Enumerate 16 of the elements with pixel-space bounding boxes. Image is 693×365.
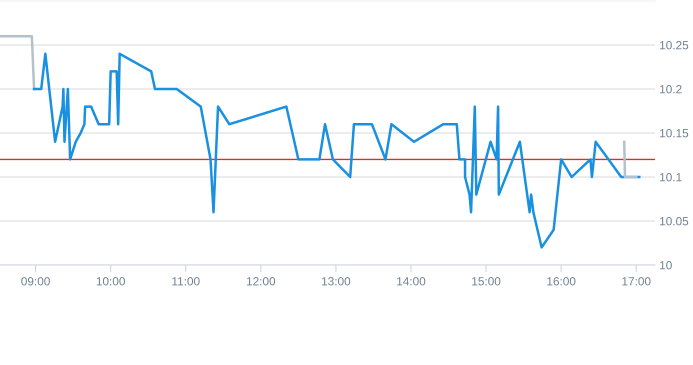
- x-tick-label: 14:00: [397, 277, 426, 286]
- x-tick-label: 13:00: [322, 277, 350, 286]
- x-tick-label: 09:00: [21, 277, 50, 286]
- x-tick-label: 15:00: [472, 277, 500, 286]
- y-tick-label: 10.05: [660, 217, 688, 226]
- y-tick-label: 10: [660, 261, 672, 270]
- y-tick-label: 10.2: [660, 85, 682, 94]
- x-tick-label: 11:00: [172, 277, 200, 286]
- line-series: [32, 52, 640, 249]
- x-tick-label: 12:00: [246, 277, 276, 286]
- y-tick-label: 10.25: [660, 41, 688, 50]
- x-tick-label: 10:00: [96, 277, 125, 286]
- x-tick-label: 17:00: [622, 277, 651, 286]
- x-tick-label: 16:00: [547, 277, 576, 286]
- y-tick-label: 10.15: [660, 129, 688, 138]
- y-tick-label: 10.1: [660, 173, 682, 182]
